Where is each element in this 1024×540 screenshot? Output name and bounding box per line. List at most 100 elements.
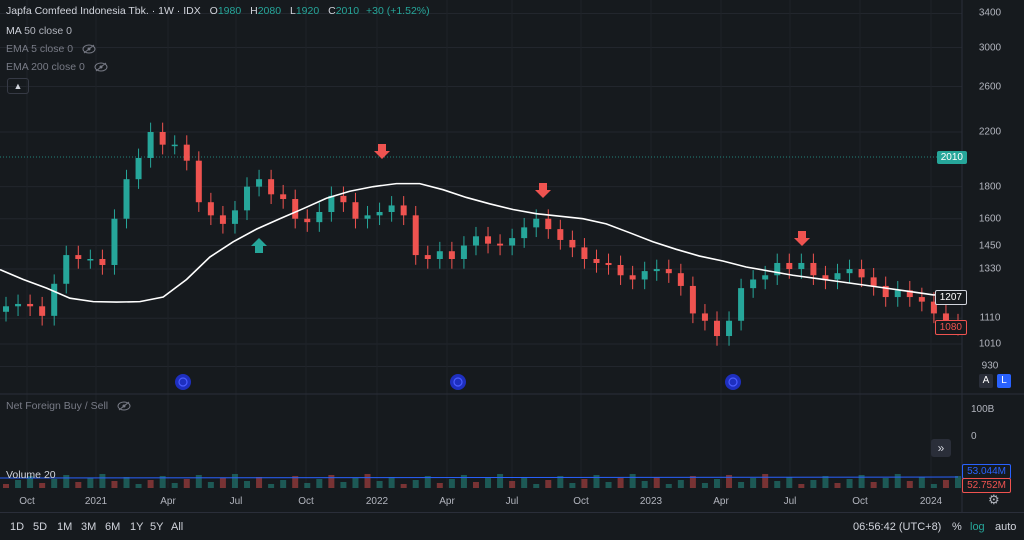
auto-toggle[interactable]: auto xyxy=(995,521,1017,533)
volume-bar xyxy=(569,483,576,488)
chart-canvas[interactable] xyxy=(0,0,1024,512)
candle-body xyxy=(400,205,407,216)
sell-arrow-icon[interactable] xyxy=(794,231,810,246)
time-tick: 2023 xyxy=(639,496,663,507)
indicator-ema200[interactable]: EMA 200 close 0 xyxy=(6,61,108,73)
lower-pane-tick: 100B xyxy=(971,404,995,415)
timeframe-button[interactable]: 5D xyxy=(33,521,48,533)
ma-value-badge: 1207 xyxy=(934,290,967,305)
buy-arrow-icon[interactable] xyxy=(251,238,267,253)
eye-hidden-icon[interactable] xyxy=(117,401,131,411)
bottom-toolbar: 1D 5D 1M 3M 6M 1Y 5Y All 06:56:42 (UTC+8) % log… xyxy=(0,512,1024,540)
candle-body xyxy=(774,262,781,276)
volume-bar xyxy=(364,474,371,488)
volume-bar xyxy=(183,479,190,488)
volume-bar xyxy=(15,480,22,488)
candle-body xyxy=(75,255,82,260)
candle-body xyxy=(472,236,479,246)
timeframe-button[interactable]: 3M xyxy=(81,521,97,533)
timeframe-button[interactable]: All xyxy=(171,521,184,533)
volume-bar xyxy=(665,484,672,488)
change-value: +30 (+1.52%) xyxy=(365,5,430,17)
candle-body xyxy=(822,275,829,280)
volume-bar xyxy=(545,480,552,488)
sell-arrow-icon[interactable] xyxy=(374,144,390,159)
collapse-legend-button[interactable]: ▲ xyxy=(7,78,29,94)
timeframe-button[interactable]: 5Y xyxy=(150,521,164,533)
candle-body xyxy=(219,215,226,224)
volume-bar xyxy=(750,478,757,488)
candle-body xyxy=(99,259,106,265)
volume-bar xyxy=(268,484,275,488)
candle-body xyxy=(424,255,431,260)
volume-bar xyxy=(798,484,805,488)
volume-bar xyxy=(955,476,961,488)
log-scale-button[interactable]: L xyxy=(997,374,1011,388)
volume-bar xyxy=(316,479,323,488)
auto-scale-button[interactable]: A xyxy=(979,374,993,388)
candle-body xyxy=(665,269,672,274)
time-tick: Oct xyxy=(573,496,589,507)
candle-body xyxy=(738,288,745,321)
volume-value-1: 53.044M xyxy=(962,464,1011,479)
indicator-ma[interactable]: MA 50 close 0 xyxy=(6,25,72,37)
expand-pane-button[interactable]: » xyxy=(931,439,951,457)
volume-bar xyxy=(533,484,540,488)
candle-body xyxy=(159,132,166,145)
candle-body xyxy=(533,218,540,228)
candle-body xyxy=(497,243,504,246)
price-tick: 1010 xyxy=(978,338,1002,350)
timeframe-button[interactable]: 1D xyxy=(10,521,25,533)
candle-body xyxy=(942,313,949,324)
chevron-up-icon: ▲ xyxy=(13,81,23,91)
time-tick: Jul xyxy=(783,496,797,507)
volume-bar xyxy=(75,482,82,488)
volume-bar xyxy=(653,477,660,488)
net-foreign-title: Net Foreign Buy / Sell xyxy=(6,400,109,412)
volume-ma-line xyxy=(0,476,959,479)
event-marker-icon[interactable] xyxy=(725,374,741,390)
eye-hidden-icon[interactable] xyxy=(82,44,96,54)
timeframe-button[interactable]: 1M xyxy=(57,521,73,533)
candle-body xyxy=(195,160,202,203)
candle-body xyxy=(593,259,600,263)
timeframe-button[interactable]: 1Y xyxy=(130,521,144,533)
current-price-badge: 1080 xyxy=(934,320,967,335)
timeframe-button[interactable]: 6M xyxy=(105,521,121,533)
event-marker-icon[interactable] xyxy=(450,374,466,390)
volume-bar xyxy=(159,476,166,488)
volume-bar xyxy=(629,474,636,488)
time-tick: Oct xyxy=(852,496,868,507)
volume-bar xyxy=(870,482,877,488)
volume-bar xyxy=(424,476,431,488)
net-foreign-label: Net Foreign Buy / Sell xyxy=(6,400,131,412)
volume-bar xyxy=(448,479,455,488)
candle-body xyxy=(653,269,660,272)
grid-lines xyxy=(0,12,962,367)
percent-toggle[interactable]: % xyxy=(952,521,962,533)
indicator-ema5[interactable]: EMA 5 close 0 xyxy=(6,43,96,55)
event-marker-icon[interactable] xyxy=(175,374,191,390)
volume-bar xyxy=(677,480,684,488)
volume-bar xyxy=(581,479,588,488)
candle-body xyxy=(340,195,347,203)
volume-bar xyxy=(762,474,769,488)
candle-body xyxy=(256,179,263,187)
candle-body xyxy=(388,205,395,212)
volume-bar xyxy=(256,477,263,488)
event-markers[interactable] xyxy=(175,374,741,390)
settings-gear-icon[interactable]: ⚙ xyxy=(988,492,1000,507)
price-tick: 930 xyxy=(981,360,999,372)
volume-bar xyxy=(400,484,407,488)
candle-body xyxy=(207,202,214,216)
eye-hidden-icon[interactable] xyxy=(94,62,108,72)
price-tick: 1600 xyxy=(978,213,1002,225)
sell-arrow-icon[interactable] xyxy=(535,183,551,198)
time-tick: 2021 xyxy=(84,496,108,507)
log-toggle[interactable]: log xyxy=(970,521,985,533)
volume-bar xyxy=(786,477,793,488)
candle-body xyxy=(280,194,287,200)
candle-body xyxy=(352,202,359,219)
volume-bar xyxy=(231,474,238,488)
candle-body xyxy=(509,238,516,246)
